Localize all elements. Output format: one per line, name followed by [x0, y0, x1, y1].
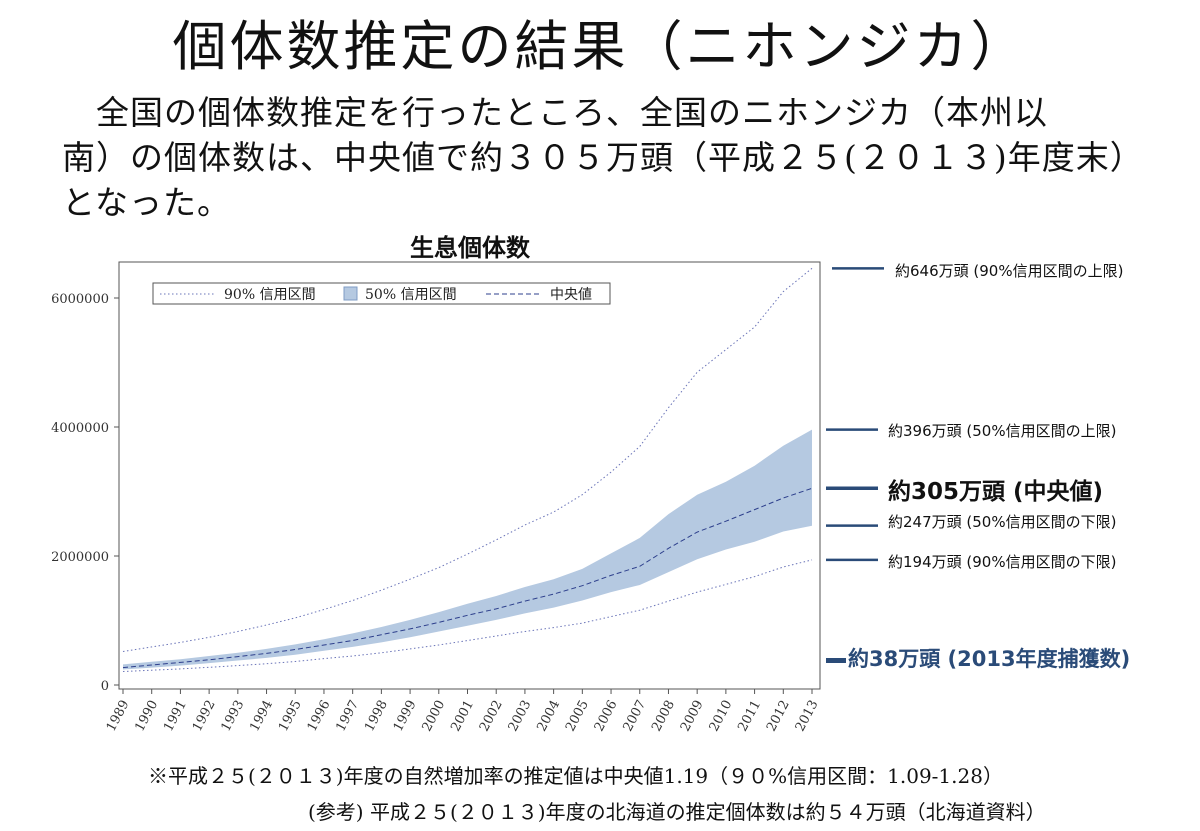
callout-lower50: 約247万頭 (50%信用区間の下限) [888, 513, 1117, 531]
legend-box [152, 282, 611, 305]
legend: 90% 信用区間 50% 信用区間 中央値 [152, 282, 611, 305]
x-tick-label: 2008 [649, 698, 678, 734]
callout-upper50: 約396万頭 (50%信用区間の上限) [888, 422, 1117, 440]
x-tick-label: 2005 [563, 698, 592, 734]
ci90-upper-line [122, 267, 813, 652]
callout-upper90: 約646万頭 (90%信用区間の上限) [895, 262, 1124, 280]
x-tick-label: 2006 [592, 698, 621, 734]
x-tick-label: 2000 [420, 698, 449, 734]
intro-line-2: 南）の個体数は、中央値で約３０５万頭（平成２５(２０１３)年度末） [62, 138, 1144, 177]
y-tick-label: 4000000 [51, 421, 109, 436]
x-tick-label: 2002 [477, 698, 506, 734]
x-tick-label: 2001 [448, 698, 477, 734]
legend-ci90-label: 90% 信用区間 [224, 287, 316, 303]
chart-title: 生息個体数 [410, 234, 530, 262]
y-tick-label: 2000000 [51, 550, 109, 565]
y-tick-label: 6000000 [51, 292, 109, 307]
x-tick-label: 2004 [534, 698, 563, 734]
y-tick-label: 0 [101, 679, 109, 694]
x-tick-label: 2010 [707, 698, 736, 734]
callout-median: 約305万頭 (中央値) [888, 479, 1104, 505]
intro-line-1: 全国の個体数推定を行ったところ、全国のニホンジカ（本州以 [96, 93, 1048, 132]
x-tick-label: 2011 [735, 698, 764, 734]
footnote-growth-rate: ※平成２５(２０１３)年度の自然増加率の推定値は中央値1.19（９０%信用区間：… [148, 764, 1003, 788]
x-tick-label: 1994 [247, 698, 276, 734]
x-tick-label: 2007 [621, 698, 650, 734]
x-tick-label: 2012 [764, 698, 793, 734]
x-tick-label: 1998 [362, 698, 391, 734]
x-tick-label: 2009 [678, 698, 707, 734]
median-line [122, 487, 813, 669]
x-tick-label: 1991 [161, 698, 190, 734]
x-tick-label: 1996 [305, 698, 334, 734]
page-title: 個体数推定の結果（ニホンジカ） [172, 15, 1028, 78]
footnote-hokkaido: (参考) 平成２５(２０１３)年度の北海道の推定個体数は約５４万頭（北海道資料） [308, 800, 1046, 824]
intro-line-3: となった。 [62, 183, 232, 222]
x-tick-label: 2013 [793, 698, 822, 734]
legend-ci50-label: 50% 信用区間 [365, 287, 457, 303]
x-tick-label: 1999 [391, 698, 420, 734]
x-tick-label: 1992 [190, 698, 219, 734]
callout-capture: 約38万頭 (2013年度捕獲数) [848, 647, 1131, 671]
x-tick-label: 2003 [506, 698, 535, 734]
legend-ci50-swatch [343, 286, 358, 301]
legend-median-label: 中央値 [550, 287, 592, 303]
intro-text: 全国の個体数推定を行ったところ、全国のニホンジカ（本州以 南）の個体数は、中央値… [62, 90, 1162, 225]
x-tick-label: 1993 [219, 698, 248, 734]
x-tick-label: 1997 [333, 698, 362, 734]
x-tick-label: 1995 [276, 698, 305, 734]
ci50-band [123, 429, 812, 670]
x-tick-label: 1989 [104, 698, 133, 734]
callout-lower90: 約194万頭 (90%信用区間の下限) [888, 553, 1117, 571]
ci90-lower-line [122, 559, 813, 672]
x-tick-label: 1990 [132, 698, 161, 734]
